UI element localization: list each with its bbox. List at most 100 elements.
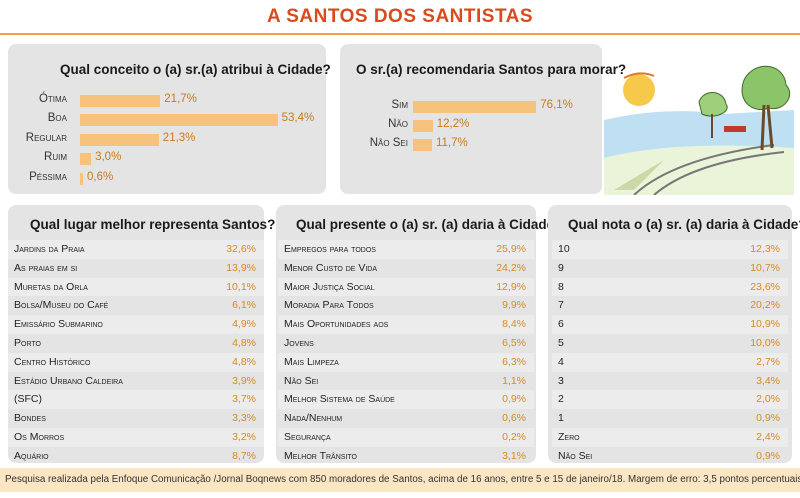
lugar-row-value: 3,7% (232, 393, 256, 406)
nota-row: 10 12,3% (552, 240, 788, 259)
presente-row: Jovens 6,5% (278, 334, 534, 353)
nota-row-value: 3,4% (756, 374, 780, 387)
lugar-row: Muretas da Orla 10,1% (8, 277, 264, 297)
lugar-row-value: 10,1% (226, 280, 256, 293)
conceito-bar (80, 95, 161, 107)
presente-row: Empregos para todos 25,9% (278, 240, 534, 259)
nota-row: 6 10,9% (552, 315, 788, 334)
conceito-bar (80, 153, 92, 166)
nota-row-value: 0,9% (756, 449, 780, 462)
lugar-row-value: 13,9% (226, 261, 256, 274)
recomendaria-value-label: 11,7% (435, 137, 468, 149)
nota-row-value: 12,3% (750, 243, 780, 255)
lugar-row: Centro Histórico 4,8% (8, 352, 264, 372)
recomendaria-category-label: Sim (391, 99, 408, 111)
presente-row-value: 3,1% (502, 449, 526, 462)
nota-row-value: 2,7% (756, 355, 780, 368)
conceito-value-label: 0,6% (87, 170, 114, 183)
nota-row-label: 9 (558, 261, 564, 274)
lugar-row-value: 3,3% (232, 412, 256, 425)
conceito-bar (80, 133, 159, 146)
conceito-category-label: Péssima (29, 170, 67, 183)
presente-row-value: 1,1% (502, 374, 526, 387)
nota-row-label: 5 (558, 337, 564, 349)
nota-row-label: 2 (558, 393, 564, 406)
lugar-row-label: As praias em si (14, 261, 78, 274)
presente-row: Não Sei 1,1% (278, 372, 534, 391)
nota-row: 4 2,7% (552, 352, 788, 372)
lugar-row-value: 32,6% (226, 243, 256, 255)
recomendaria-bar (413, 120, 433, 132)
panel-recomendaria (340, 44, 602, 194)
lugar-row-label: Os Morros (14, 431, 65, 443)
presente-row-label: Mais Oportunidades aos (284, 318, 389, 331)
lugar-row-value: 4,8% (232, 337, 256, 349)
nota-row-value: 2,0% (756, 393, 780, 406)
presente-row-value: 24,2% (496, 261, 526, 274)
presente-row-label: Menor Custo de Vida (284, 261, 378, 274)
nota-row: Não Sei 0,9% (552, 447, 788, 466)
nota-row-label: Não Sei (558, 449, 593, 462)
nota-row: 9 10,7% (552, 259, 788, 278)
lugar-row-label: Estádio Urbano Caldeira (14, 374, 123, 387)
conceito-category-label: Boa (47, 112, 67, 125)
recomendaria-category-label: Não Sei (369, 137, 408, 149)
nota-row-label: 6 (558, 318, 564, 331)
recomendaria-category-label: Não (388, 118, 408, 130)
nota-row-value: 0,9% (756, 412, 780, 425)
conceito-value-label: 3,0% (95, 151, 122, 164)
lugar-row-label: Emissário Submarino (14, 318, 103, 331)
lugar-row: Jardins da Praia 32,6% (8, 240, 264, 259)
lugar-row-value: 8,7% (232, 449, 256, 462)
chart-title-conceito: Qual conceito o (a) sr.(a) atribui à Cid… (60, 62, 331, 77)
presente-row: Segurança 0,2% (278, 428, 534, 447)
conceito-category-label: Ótima (38, 93, 67, 105)
nota-row: 7 20,2% (552, 296, 788, 315)
nota-row: 5 10,0% (552, 334, 788, 353)
nota-row: 8 23,6% (552, 277, 788, 297)
presente-row-value: 0,9% (502, 393, 526, 406)
lugar-row-label: Muretas da Orla (14, 280, 88, 293)
beach-illustration-icon (604, 65, 794, 195)
table-title-presente: Qual presente o (a) sr. (a) daria à Cida… (296, 217, 563, 232)
presente-row-label: Melhor Sistema de Saúde (284, 393, 395, 406)
nota-row-label: 3 (558, 374, 564, 387)
lugar-row: Aquário 8,7% (8, 447, 264, 466)
conceito-value-label: 53,4% (281, 112, 315, 125)
nota-row-value: 10,7% (750, 261, 780, 274)
lugar-row-value: 4,9% (232, 318, 256, 331)
recomendaria-value-label: 76,1% (540, 99, 573, 111)
lugar-row-label: Aquário (14, 449, 49, 462)
presente-row-label: Não Sei (284, 374, 319, 387)
nota-row-value: 10,0% (750, 337, 780, 349)
lugar-row: Emissário Submarino 4,9% (8, 315, 264, 334)
conceito-category-label: Ruim (44, 151, 67, 164)
nota-row-label: 8 (558, 280, 564, 293)
presente-row-value: 0,2% (502, 431, 526, 443)
nota-row-label: 1 (558, 412, 564, 425)
lugar-row-label: (SFC) (14, 393, 42, 406)
nota-row-value: 2,4% (756, 431, 780, 443)
presente-row-label: Mais Limpeza (284, 355, 339, 368)
conceito-value-label: 21,7% (164, 93, 197, 105)
lugar-row: Bolsa/Museu do Café 6,1% (8, 296, 264, 315)
nota-row-label: 4 (558, 355, 564, 368)
nota-row-value: 23,6% (750, 280, 780, 293)
recomendaria-bar (413, 139, 432, 151)
lugar-row-value: 3,2% (232, 431, 256, 443)
presente-row-value: 0,6% (502, 412, 526, 425)
table-title-nota: Qual nota o (a) sr. (a) daria à Cidade? (568, 217, 800, 232)
lugar-row-label: Porto (14, 337, 41, 349)
lugar-row: Estádio Urbano Caldeira 3,9% (8, 372, 264, 391)
nota-row-value: 20,2% (750, 299, 780, 312)
presente-row: Moradia Para Todos 9,9% (278, 296, 534, 315)
presente-row-value: 6,5% (502, 337, 526, 349)
presente-row: Melhor Sistema de Saúde 0,9% (278, 390, 534, 410)
presente-row: Menor Custo de Vida 24,2% (278, 259, 534, 278)
lugar-row-label: Bolsa/Museu do Café (14, 299, 109, 312)
conceito-bar (80, 114, 278, 127)
recomendaria-value-label: 12,2% (436, 118, 470, 130)
presente-row-label: Moradia Para Todos (284, 299, 374, 312)
presente-row-value: 25,9% (496, 243, 526, 255)
